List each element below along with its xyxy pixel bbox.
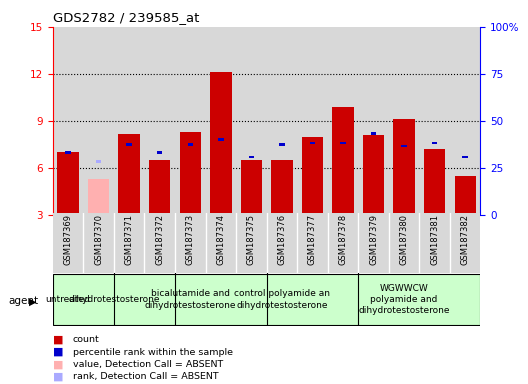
Text: rank, Detection Call = ABSENT: rank, Detection Call = ABSENT (73, 372, 219, 381)
Bar (450, 27, 480, 215)
Bar (157, 151, 163, 154)
Bar (419, 27, 450, 215)
Text: GSM187374: GSM187374 (216, 214, 225, 265)
Text: ▶: ▶ (29, 296, 36, 306)
Bar (271, 160, 293, 215)
Bar (463, 156, 468, 159)
Text: GSM187380: GSM187380 (400, 214, 409, 265)
Bar (389, 213, 419, 273)
Bar (175, 213, 205, 273)
Bar (432, 141, 437, 144)
Text: GSM187373: GSM187373 (186, 214, 195, 265)
Bar (65, 151, 71, 154)
Bar (279, 143, 285, 146)
Bar (297, 27, 328, 215)
Text: ■: ■ (53, 347, 63, 357)
Text: GSM187371: GSM187371 (125, 214, 134, 265)
Bar (149, 160, 171, 215)
Bar (328, 27, 359, 215)
Text: untreated: untreated (46, 295, 90, 304)
Bar (332, 107, 354, 215)
Text: GSM187372: GSM187372 (155, 214, 164, 265)
Text: GSM187370: GSM187370 (94, 214, 103, 265)
Bar (58, 152, 79, 215)
Text: GDS2782 / 239585_at: GDS2782 / 239585_at (53, 11, 199, 24)
Bar (241, 160, 262, 215)
Text: count: count (73, 335, 100, 344)
Bar (145, 27, 175, 215)
Bar (53, 27, 83, 215)
Text: dihydrotestosterone: dihydrotestosterone (68, 295, 159, 304)
Text: control polyamide an
dihydrotestosterone: control polyamide an dihydrotestosterone (234, 290, 330, 310)
Text: percentile rank within the sample: percentile rank within the sample (73, 348, 233, 357)
Bar (210, 72, 231, 215)
Bar (359, 213, 389, 273)
Bar (175, 27, 205, 215)
Bar (340, 141, 346, 144)
Bar (363, 135, 384, 215)
Bar (236, 27, 267, 215)
Bar (393, 119, 415, 215)
FancyBboxPatch shape (145, 274, 236, 325)
Text: GSM187377: GSM187377 (308, 214, 317, 265)
Bar (389, 27, 419, 215)
FancyBboxPatch shape (236, 274, 328, 325)
Text: GSM187382: GSM187382 (461, 214, 470, 265)
Bar (371, 132, 376, 135)
Text: ■: ■ (53, 335, 63, 345)
Bar (424, 149, 445, 215)
Bar (126, 143, 132, 146)
Bar (310, 141, 315, 144)
Text: GSM187381: GSM187381 (430, 214, 439, 265)
Text: WGWWCW
polyamide and
dihydrotestosterone: WGWWCW polyamide and dihydrotestosterone (359, 284, 450, 315)
Text: ■: ■ (53, 359, 63, 369)
FancyBboxPatch shape (83, 274, 145, 325)
Bar (187, 143, 193, 146)
Text: GSM187375: GSM187375 (247, 214, 256, 265)
Bar (419, 213, 450, 273)
Bar (267, 213, 297, 273)
Bar (83, 213, 114, 273)
Bar (53, 213, 83, 273)
Bar (401, 145, 407, 147)
Bar (236, 213, 267, 273)
Text: GSM187378: GSM187378 (338, 214, 347, 265)
Bar (114, 213, 145, 273)
Bar (205, 213, 236, 273)
FancyBboxPatch shape (328, 274, 480, 325)
Bar (218, 138, 223, 141)
Bar (297, 213, 328, 273)
Bar (249, 156, 254, 159)
Bar (328, 213, 359, 273)
Bar (88, 179, 109, 215)
Bar (145, 213, 175, 273)
Text: bicalutamide and
dihydrotestosterone: bicalutamide and dihydrotestosterone (145, 290, 236, 310)
Text: GSM187369: GSM187369 (63, 214, 72, 265)
Bar (205, 27, 236, 215)
Bar (96, 160, 101, 163)
Bar (180, 132, 201, 215)
Bar (114, 27, 145, 215)
Text: ■: ■ (53, 372, 63, 382)
Bar (302, 137, 323, 215)
Text: agent: agent (8, 296, 38, 306)
Bar (450, 213, 480, 273)
Text: GSM187379: GSM187379 (369, 214, 378, 265)
Text: GSM187376: GSM187376 (277, 214, 286, 265)
Text: value, Detection Call = ABSENT: value, Detection Call = ABSENT (73, 360, 223, 369)
Bar (83, 27, 114, 215)
Bar (118, 134, 140, 215)
FancyBboxPatch shape (53, 274, 83, 325)
Bar (267, 27, 297, 215)
Bar (359, 27, 389, 215)
Bar (455, 176, 476, 215)
